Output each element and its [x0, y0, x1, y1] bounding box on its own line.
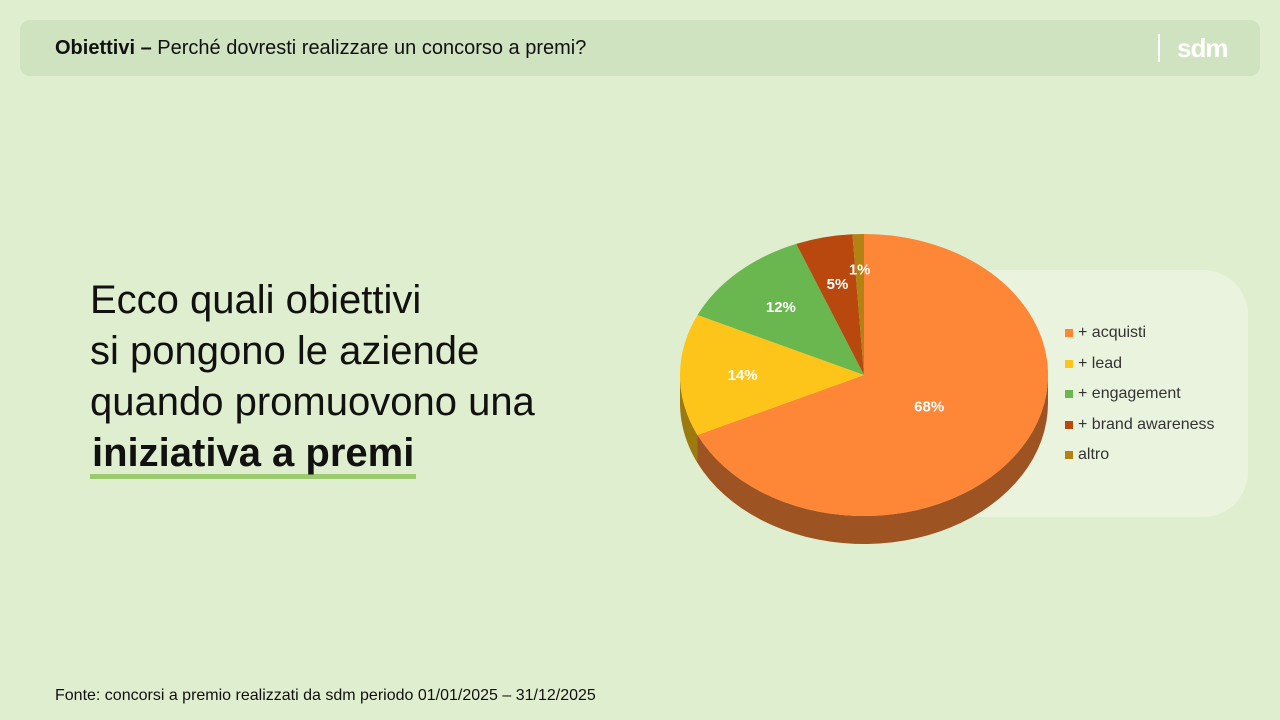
pie-side-0: [697, 375, 1048, 544]
sdm-logo: sdm: [1177, 33, 1228, 63]
pie-chart: 68% 14% 12% 5%1%: [680, 234, 1248, 544]
pie-slice-4: [852, 234, 864, 375]
legend-item: + brand awareness: [1065, 410, 1215, 441]
pie-label-3: 5%: [827, 276, 849, 293]
legend-item: + lead: [1065, 349, 1215, 380]
legend-label: + acquisti: [1078, 324, 1147, 342]
headline-line-2: si pongono le aziende: [90, 329, 480, 373]
page-title-text: Perché dovresti realizzare un concorso a…: [157, 37, 587, 59]
pie-label-0: 68%: [914, 399, 944, 416]
legend-label: + lead: [1078, 354, 1123, 372]
pie-slice-2: [697, 243, 864, 375]
page-title: Obiettivi – Perché dovresti realizzare u…: [55, 37, 586, 60]
pie-label-2: 12%: [766, 299, 796, 316]
pie-side-1: [680, 375, 698, 464]
header-bar: Obiettivi – Perché dovresti realizzare u…: [20, 20, 1260, 76]
header-divider: [1158, 34, 1160, 62]
legend-swatch: [1065, 420, 1073, 429]
legend-item: altro: [1065, 440, 1215, 471]
chart-legend: + acquisti + lead + engagement + brand awar…: [1065, 318, 1215, 471]
headline: Ecco quali obiettivi si pongono le azien…: [90, 275, 535, 479]
pie-label-4: 1%: [849, 261, 871, 278]
headline-emphasis: iniziativa a premi: [90, 428, 417, 479]
legend-swatch: [1065, 451, 1073, 460]
chart-area: 68% 14% 12% 5% 1% + acquisti + lead + engageme…: [640, 220, 1260, 560]
legend-label: + brand awareness: [1078, 415, 1215, 433]
headline-line-1: Ecco quali obiettivi: [90, 278, 422, 322]
legend-label: + engagement: [1078, 385, 1181, 403]
pie-label-1: 14%: [728, 367, 758, 384]
headline-line-3: quando promuovono una: [90, 380, 535, 424]
pie-slice-0: [697, 234, 1049, 516]
legend-swatch: [1065, 359, 1073, 368]
pie-slice-3: [796, 234, 864, 375]
legend-swatch: [1065, 390, 1073, 399]
source-note: Fonte: concorsi a premio realizzati da s…: [55, 687, 596, 704]
legend-swatch: [1065, 329, 1073, 338]
legend-item: + acquisti: [1065, 318, 1215, 349]
legend-item: + engagement: [1065, 379, 1215, 410]
pie-slice-1: [680, 314, 864, 436]
page-title-section: Obiettivi –: [55, 37, 152, 59]
legend-label: altro: [1078, 446, 1110, 464]
